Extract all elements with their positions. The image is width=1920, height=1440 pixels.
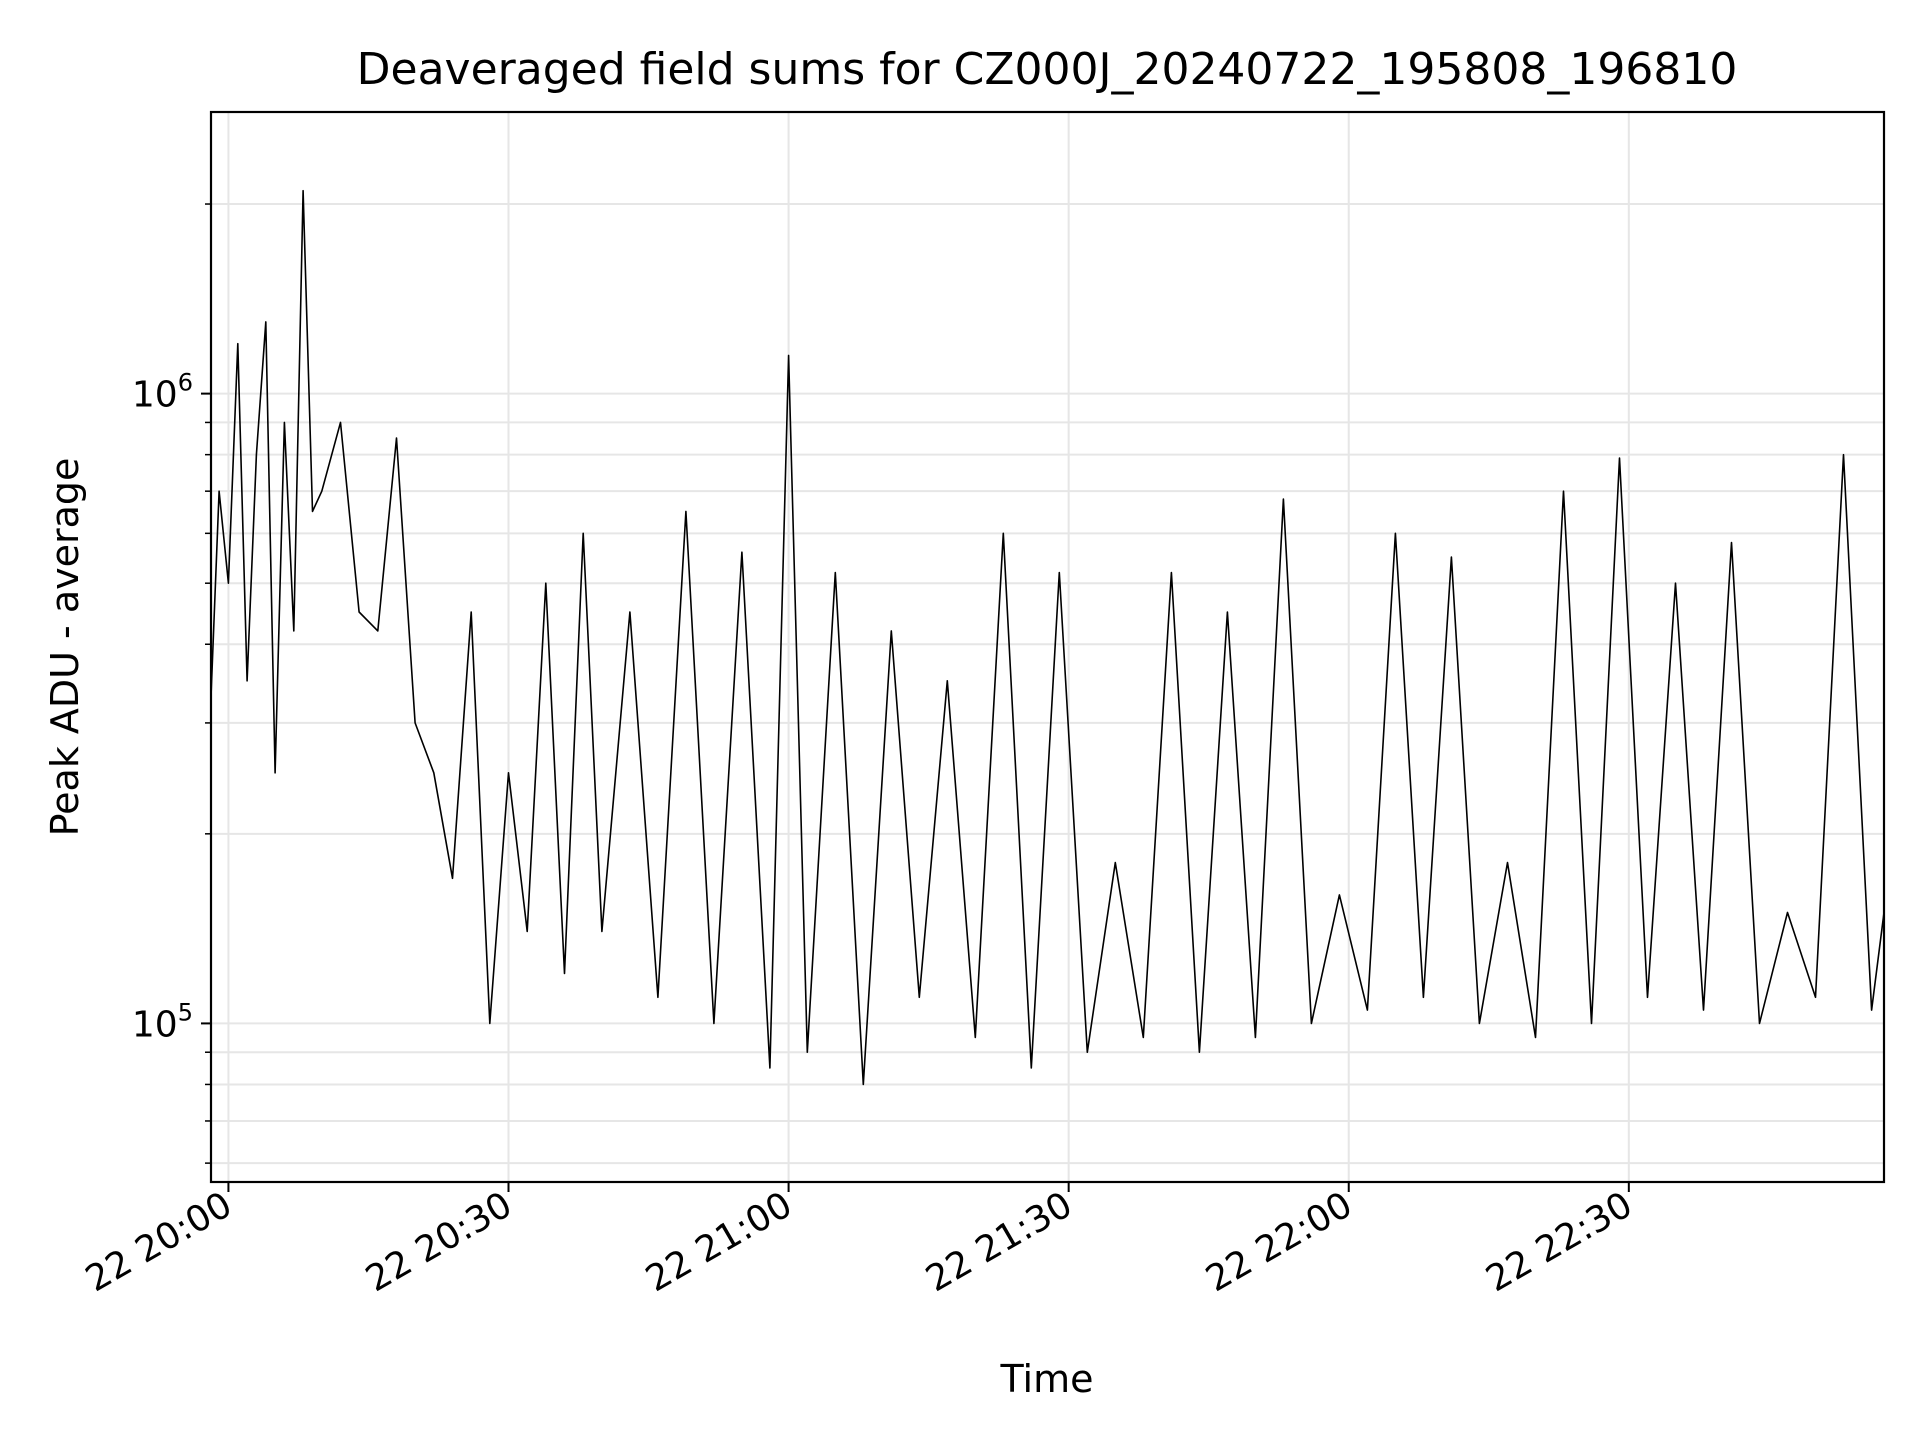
y-tick-label: 105 <box>132 998 193 1045</box>
y-tick-label: 106 <box>132 369 193 416</box>
series-line <box>210 189 1885 1086</box>
y-tick-exponent: 5 <box>178 998 193 1026</box>
y-tick-base: 10 <box>132 1004 178 1045</box>
chart-title: Deaveraged field sums for CZ000J_2024072… <box>357 44 1738 95</box>
y-tick-exponent: 6 <box>178 369 193 397</box>
grid-lines <box>211 112 1884 1182</box>
plot-frame <box>209 110 1886 1184</box>
x-axis-label: Time <box>1000 1357 1094 1401</box>
y-tick-base: 10 <box>132 375 178 416</box>
y-axis-label: Peak ADU - average <box>43 458 87 837</box>
series-layer <box>210 189 1885 1086</box>
